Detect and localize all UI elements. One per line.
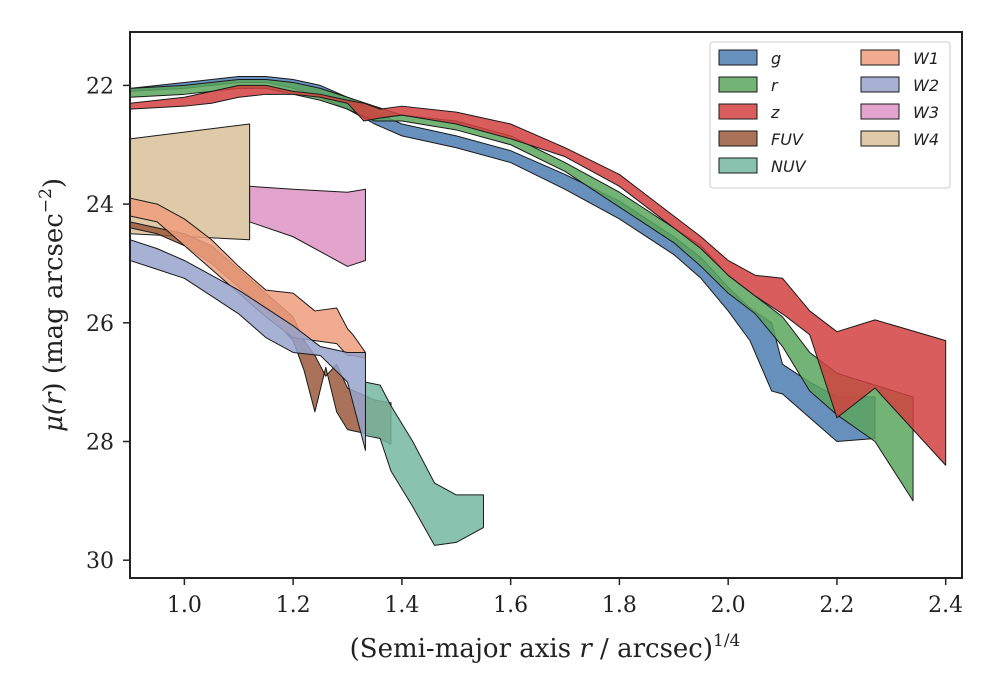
- x-tick-label: 1.0: [167, 593, 202, 618]
- y-axis-label-var: r: [39, 391, 69, 405]
- y-tick-label: 26: [86, 312, 114, 337]
- x-axis-label-var: r: [579, 634, 593, 664]
- legend-label-g: g: [771, 49, 781, 68]
- x-axis-ticks: 1.0 1.2 1.4 1.6 1.8 2.0 2.2 2.4: [167, 578, 963, 618]
- legend-swatch-w2: [860, 76, 900, 93]
- band-w2: [130, 239, 366, 451]
- x-tick-label: 1.4: [384, 593, 419, 618]
- y-tick-label: 28: [86, 431, 114, 456]
- legend-label-r: r: [771, 76, 779, 95]
- legend-label-w3: W3: [913, 103, 939, 122]
- legend-label-nuv: NUV: [771, 157, 807, 176]
- y-tick-label: 24: [86, 193, 114, 218]
- legend-swatch-g: [718, 49, 758, 66]
- legend: grz FUV NUV W1 W2 W3 W4: [709, 41, 951, 189]
- band-w3: [249, 185, 366, 267]
- y-axis-label-rest: ) (mag arcsec: [39, 213, 69, 392]
- legend-label-z: z: [770, 103, 780, 122]
- legend-swatch-w4: [860, 130, 900, 147]
- x-axis-label-exponent: 1/4: [713, 631, 740, 651]
- x-tick-label: 1.6: [493, 593, 528, 618]
- x-tick-label: 2.0: [711, 593, 746, 618]
- y-axis-label-exponent: −2: [36, 188, 56, 213]
- band-nuv: [364, 381, 484, 546]
- legend-swatch-w1: [860, 49, 900, 66]
- band-z: [130, 84, 947, 466]
- y-axis-label-mu: μ(: [39, 404, 69, 432]
- x-tick-label: 2.4: [928, 593, 963, 618]
- y-axis-label-close: ): [39, 178, 69, 188]
- legend-label-w4: W4: [913, 130, 939, 149]
- plot-frame: [129, 31, 963, 579]
- legend-swatch-fuv: [718, 130, 758, 147]
- y-tick-label: 22: [86, 74, 114, 99]
- y-tick-label: 30: [86, 549, 114, 574]
- legend-label-w2: W2: [913, 76, 939, 95]
- x-tick-label: 1.2: [276, 593, 311, 618]
- legend-label-w1: W1: [913, 49, 939, 68]
- x-axis-label-rest: / arcsec): [592, 634, 713, 664]
- x-axis-label-main: (Semi-major axis: [350, 634, 580, 664]
- legend-swatch-r: [718, 76, 758, 93]
- x-tick-label: 1.8: [602, 593, 637, 618]
- legend-swatch-w3: [860, 103, 900, 120]
- y-axis-label: μ(r) (mag arcsec−2): [36, 178, 69, 432]
- y-axis-ticks: 22 24 26 28 30: [86, 74, 130, 574]
- legend-swatch-nuv: [718, 157, 758, 174]
- profile-bands: [130, 76, 947, 546]
- legend-swatch-z: [718, 103, 758, 120]
- x-axis-label: (Semi-major axis r / arcsec)1/4: [350, 631, 741, 664]
- legend-label-fuv: FUV: [771, 130, 804, 149]
- x-tick-label: 2.2: [819, 593, 854, 618]
- band-w4: [130, 123, 251, 241]
